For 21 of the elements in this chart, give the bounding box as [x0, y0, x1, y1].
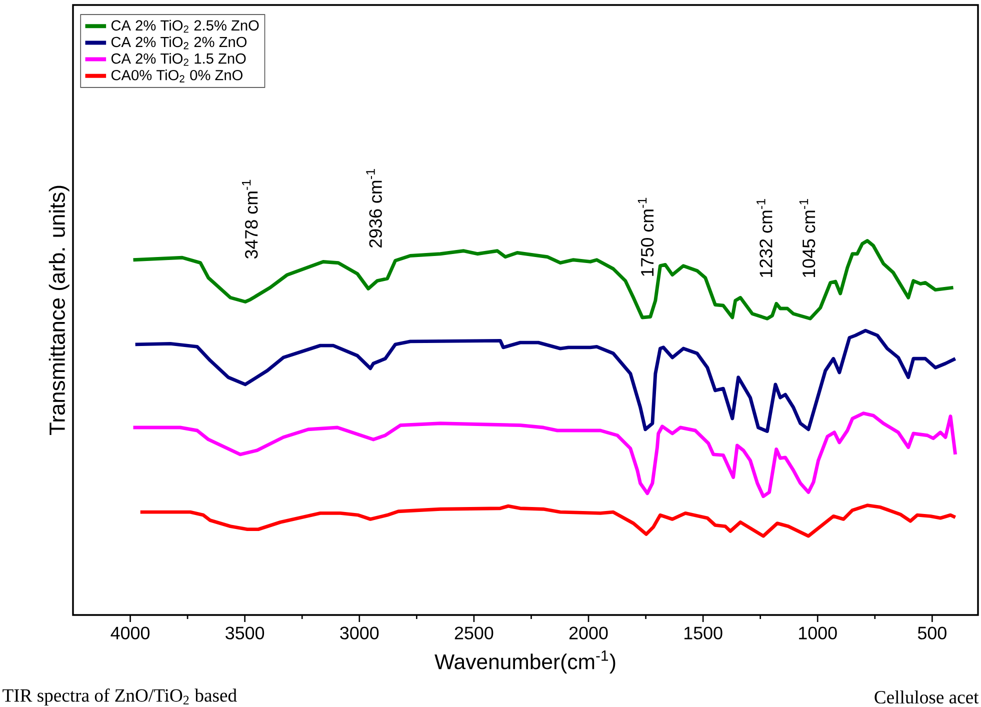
annotation: 1750 cm$^{-1}$ [638, 198, 654, 276]
text: Cellulose acet [874, 690, 979, 704]
x-tick-label: 1500 [684, 626, 722, 640]
y-axis-title: Transmittance (arb. units) [48, 186, 70, 435]
x-axis-title: Wavenumber(cm$^{-1}$) [434, 650, 616, 674]
legend-label: CA 2% TiO$_{2}$ 2% ZnO [111, 36, 247, 50]
annotation: 1232 cm$^{-1}$ [756, 199, 772, 277]
legend-label: CA0% TiO$_{2}$ 0% ZnO [111, 70, 242, 82]
x-tick-label: 4000 [110, 626, 150, 640]
x-tick-label: 1000 [799, 626, 837, 640]
x-tick-label: 3000 [340, 626, 379, 640]
annotation: 2936 cm$^{-1}$ [366, 169, 382, 248]
annotation: 1045 cm$^{-1}$ [799, 199, 816, 277]
text: TIR spectra of ZnO/TiO$_{2}$ based [2, 688, 237, 706]
annotation: 3478 cm$^{-1}$ [242, 180, 258, 259]
x-tick-label: 2000 [569, 626, 608, 640]
x-tick-label: 3500 [226, 626, 264, 640]
legend-label: CA 2% TiO$_{2}$ 1.5 ZnO [111, 52, 246, 66]
x-tick-label: 2500 [454, 626, 494, 640]
legend-label: CA 2% TiO$_{2}$ 2.5% ZnO [111, 20, 259, 33]
x-tick-label: 500 [918, 626, 946, 640]
